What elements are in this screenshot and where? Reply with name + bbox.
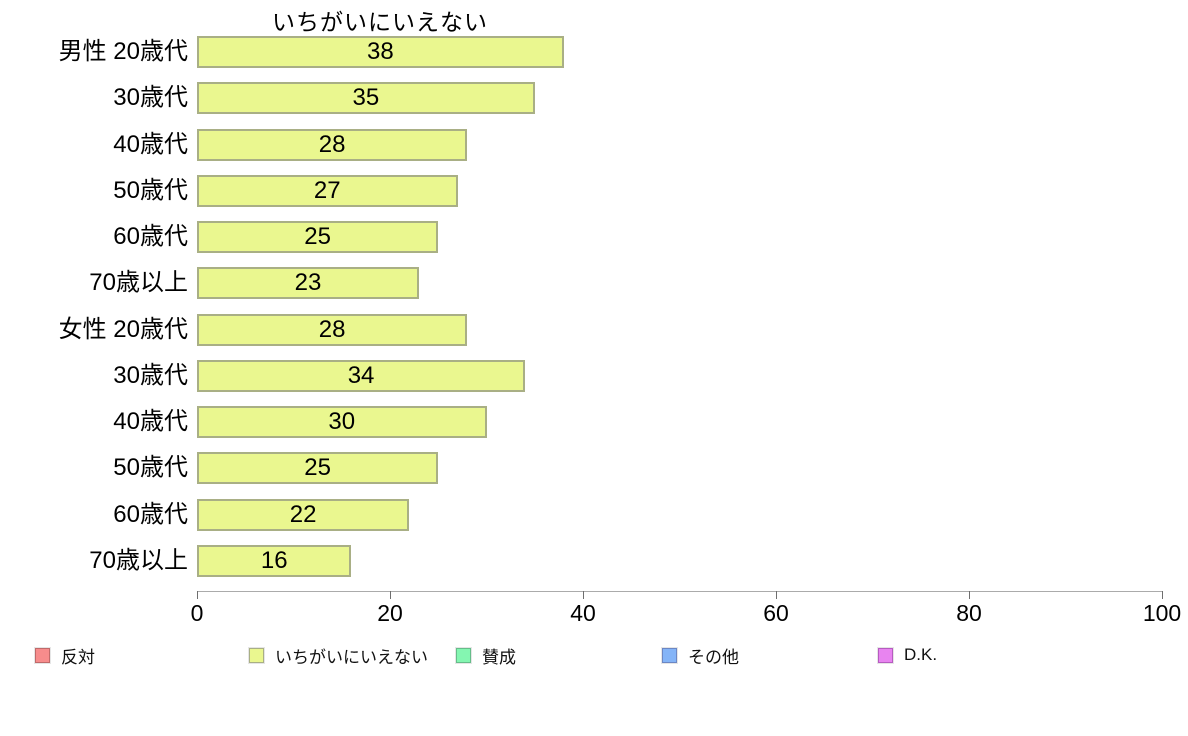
category-label: 30歳代	[113, 361, 188, 389]
category-label: 男性 20歳代	[58, 38, 188, 65]
bar: 28	[197, 313, 468, 346]
bar: 28	[197, 128, 468, 161]
x-tick-mark	[583, 591, 584, 599]
x-tick-label: 60	[763, 600, 789, 626]
bar-value-label: 35	[352, 84, 380, 112]
bar: 35	[197, 82, 535, 115]
category-label: 女性 20歳代	[58, 315, 188, 343]
bar-value-label: 34	[347, 361, 375, 389]
legend-item: いちがいにいえない	[249, 644, 428, 667]
bar-value-label: 22	[289, 500, 317, 528]
legend-label: 賛成	[482, 647, 516, 667]
bar-value-label: 38	[366, 38, 394, 65]
x-axis-ticks: 0 20 40 60 80 100	[191, 591, 1181, 633]
category-label: 60歳代	[113, 223, 188, 250]
bar-value-label: 25	[304, 223, 331, 250]
legend-label: 反対	[61, 647, 95, 667]
bar: 34	[197, 359, 526, 392]
x-tick-label: 20	[377, 600, 403, 626]
legend-swatch-icon	[35, 647, 50, 663]
bar-value-label: 16	[260, 546, 288, 574]
x-tick-mark	[390, 591, 391, 599]
category-label: 50歳代	[113, 176, 188, 204]
bar: 16	[197, 544, 352, 577]
legend-swatch-icon	[878, 647, 893, 663]
category-label: 60歳代	[113, 500, 188, 528]
legend-item: D.K.	[878, 644, 937, 666]
bar-value-label: 28	[318, 130, 346, 158]
category-label: 40歳代	[113, 130, 188, 158]
bar-value-label: 30	[328, 408, 356, 435]
x-tick-mark	[197, 591, 198, 599]
chart-title: いちがいにいえない	[272, 9, 488, 35]
bar-value-label: 23	[294, 269, 322, 297]
bar: 38	[197, 36, 564, 68]
category-label: 30歳代	[113, 84, 188, 112]
x-tick-label: 40	[570, 600, 596, 626]
category-labels: 男性 20歳代 30歳代 40歳代 50歳代 60歳代 70歳以上 女性 20歳代 30歳代 4…	[0, 36, 188, 591]
category-label: 50歳代	[113, 454, 188, 482]
legend-swatch-icon	[249, 647, 264, 663]
category-label: 70歳以上	[89, 546, 188, 574]
legend-swatch-icon	[662, 647, 677, 663]
bar-value-label: 27	[313, 176, 341, 204]
bar: 22	[197, 498, 410, 531]
bar: 30	[197, 406, 487, 438]
bar-value-label: 28	[318, 315, 346, 343]
legend: 反対 いちがいにいえない 賛成 その他 D.K.	[0, 644, 1188, 668]
x-tick-label: 80	[956, 600, 982, 626]
legend-item: 反対	[35, 644, 95, 667]
legend-label: D.K.	[904, 645, 938, 664]
x-axis-line	[197, 591, 1163, 592]
legend-item: その他	[662, 644, 739, 667]
legend-label: いちがいにいえない	[275, 647, 428, 667]
bar: 23	[197, 267, 419, 300]
x-tick-label: 0	[190, 600, 204, 626]
legend-label: その他	[688, 647, 739, 667]
bar: 25	[197, 221, 439, 253]
legend-item: 賛成	[456, 644, 516, 667]
x-tick-mark	[969, 591, 970, 599]
category-label: 70歳以上	[89, 269, 188, 297]
legend-swatch-icon	[456, 647, 471, 663]
x-tick-label: 100	[1142, 600, 1182, 626]
x-tick-mark	[776, 591, 777, 599]
bar-value-label: 25	[304, 454, 331, 482]
x-tick-mark	[1162, 591, 1163, 599]
bar: 25	[197, 452, 439, 485]
plot-area: 38 35 28 27 25 23 28 34 30 25 22 16	[197, 36, 1162, 591]
category-label: 40歳代	[113, 408, 188, 435]
bar: 27	[197, 174, 458, 207]
